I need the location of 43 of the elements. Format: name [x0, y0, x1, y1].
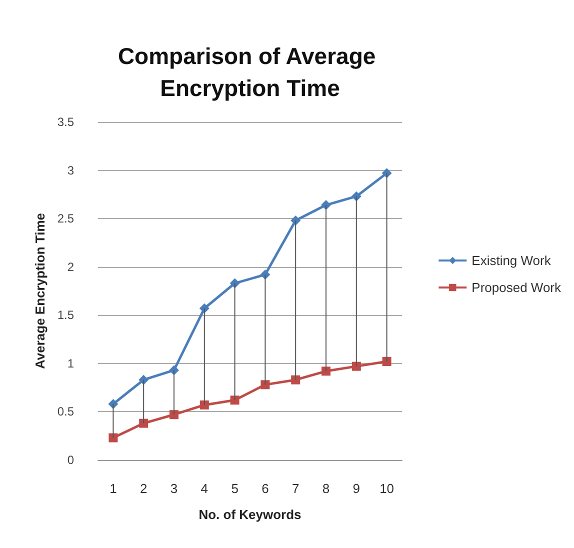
point: [199, 303, 210, 314]
point: [169, 365, 179, 376]
x-tick-label: 3: [170, 481, 178, 496]
legend-label: Existing Work: [472, 253, 552, 268]
x-tick-label: 4: [200, 481, 208, 496]
x-axis-title: No. of Keywords: [198, 507, 302, 522]
y-tick-label: 1.5: [57, 308, 74, 322]
point: [138, 374, 149, 385]
x-tick-label: 1: [110, 481, 117, 496]
point: [108, 398, 118, 409]
point: [351, 191, 362, 202]
point: [200, 400, 209, 410]
point: [230, 396, 240, 405]
point: [260, 380, 270, 390]
x-tick-label: 9: [352, 481, 360, 496]
point: [108, 433, 118, 442]
point: [291, 375, 300, 384]
point: [230, 278, 240, 288]
point: [139, 418, 148, 428]
point: [170, 410, 178, 420]
legend-label: Proposed Work: [472, 280, 562, 295]
y-axis-title: Average Encryption Time: [32, 212, 48, 370]
point: [290, 216, 301, 226]
x-tick-label: 7: [292, 481, 300, 496]
x-tick-label: 10: [380, 481, 394, 496]
point: [322, 366, 330, 376]
point: [321, 200, 331, 210]
y-tick-label: 3.5: [57, 115, 74, 129]
x-tick-label: 2: [140, 481, 148, 496]
y-tick-label: 0: [67, 453, 74, 467]
y-tick-label: 1: [67, 356, 74, 370]
point: [352, 362, 361, 371]
x-tick-label: 8: [322, 481, 330, 496]
y-tick-label: 2.5: [57, 212, 74, 226]
point: [382, 168, 392, 178]
y-tick-label: 2: [67, 260, 74, 274]
point: [260, 270, 270, 280]
x-tick-label: 5: [231, 481, 238, 496]
y-tick-label: 3: [67, 163, 74, 178]
chart-title: Comparison of Average Encryption Time: [118, 43, 382, 101]
x-tick-label: 6: [262, 481, 269, 496]
point: [382, 356, 392, 366]
y-tick-label: 0.5: [57, 404, 74, 419]
